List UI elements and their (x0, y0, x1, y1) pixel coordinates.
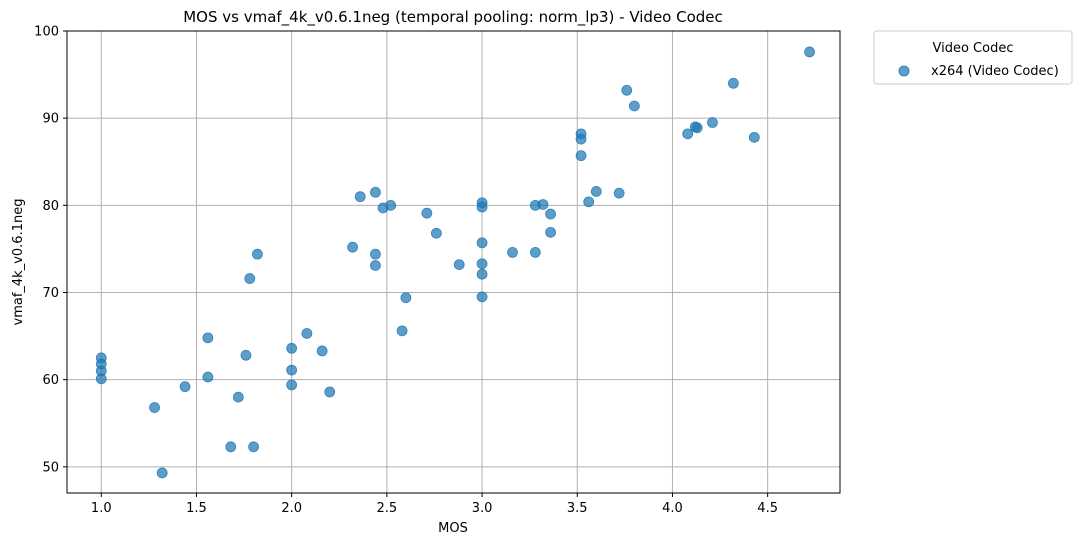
data-point (202, 332, 214, 344)
data-point (385, 199, 397, 211)
data-point (707, 117, 718, 128)
data-point (583, 196, 595, 208)
data-point (248, 441, 259, 453)
data-point (244, 273, 256, 284)
data-point (476, 258, 488, 270)
x-tick-label: 1.5 (186, 501, 207, 516)
data-point (95, 373, 107, 385)
data-point (621, 84, 633, 96)
grid-lines (67, 30, 840, 493)
legend-marker (898, 65, 910, 77)
data-point (613, 187, 625, 199)
legend-box (873, 30, 1073, 85)
data-point (545, 208, 557, 220)
data-point (748, 131, 760, 143)
data-point (286, 364, 298, 376)
data-point (286, 379, 298, 391)
data-point (682, 128, 694, 140)
y-axis-label: vmaf_4k_v0.6.1neg (11, 199, 26, 326)
data-point (507, 247, 518, 258)
legend-entry-label: x264 (Video Codec) (931, 64, 1059, 79)
chart-title: MOS vs vmaf_4k_v0.6.1neg (temporal pooli… (183, 8, 723, 27)
x-tick-label: 1.0 (91, 501, 112, 516)
x-tick-label: 2.0 (281, 501, 302, 516)
data-point (529, 247, 541, 258)
legend-title: Video Codec (933, 41, 1014, 56)
data-point (179, 381, 191, 393)
data-point (691, 122, 703, 134)
x-tick-label: 2.5 (377, 501, 398, 516)
data-point (400, 292, 412, 304)
x-axis-label: MOS (438, 521, 468, 536)
data-point (149, 402, 160, 413)
data-point (370, 248, 381, 260)
data-point (421, 207, 433, 219)
data-point (286, 342, 298, 354)
data-point (251, 248, 263, 260)
x-tick-label: 3.5 (567, 501, 588, 516)
data-point (453, 259, 465, 271)
data-point (396, 325, 408, 337)
data-point (590, 185, 602, 197)
data-point (370, 260, 381, 271)
y-tick-label: 100 (34, 25, 59, 40)
data-point (301, 328, 313, 339)
data-point (804, 46, 815, 58)
data-point (232, 391, 244, 403)
data-point (628, 100, 640, 112)
legend: Video Codec x264 (Video Codec) (873, 30, 1073, 85)
data-point (316, 345, 328, 357)
data-point (575, 150, 587, 162)
x-tick-label: 3.0 (472, 501, 493, 516)
data-point (476, 201, 488, 213)
y-axis-ticks: 50 60 70 80 90 100 (34, 25, 67, 475)
data-point (324, 386, 336, 398)
data-point (430, 227, 442, 239)
data-point (354, 191, 366, 203)
data-point (225, 441, 237, 453)
data-points (95, 46, 815, 479)
data-point (727, 77, 739, 89)
data-point (537, 199, 549, 210)
data-point (545, 226, 557, 238)
data-point (370, 186, 381, 198)
y-tick-label: 50 (42, 460, 59, 475)
data-point (202, 371, 214, 383)
y-tick-label: 60 (42, 373, 59, 388)
x-axis-ticks: 1.0 1.5 2.0 2.5 3.0 3.5 4.0 4.5 (91, 493, 778, 516)
x-tick-label: 4.0 (662, 501, 683, 516)
data-point (347, 241, 358, 253)
plot-frame (66, 30, 841, 494)
y-tick-label: 70 (42, 286, 59, 301)
x-tick-label: 4.5 (757, 501, 778, 516)
data-point (476, 291, 488, 303)
data-point (476, 237, 488, 249)
data-point (240, 349, 252, 361)
y-tick-label: 90 (42, 112, 59, 127)
data-point (156, 467, 168, 479)
data-point (575, 133, 587, 145)
data-point (476, 268, 488, 280)
y-tick-label: 80 (42, 199, 59, 214)
